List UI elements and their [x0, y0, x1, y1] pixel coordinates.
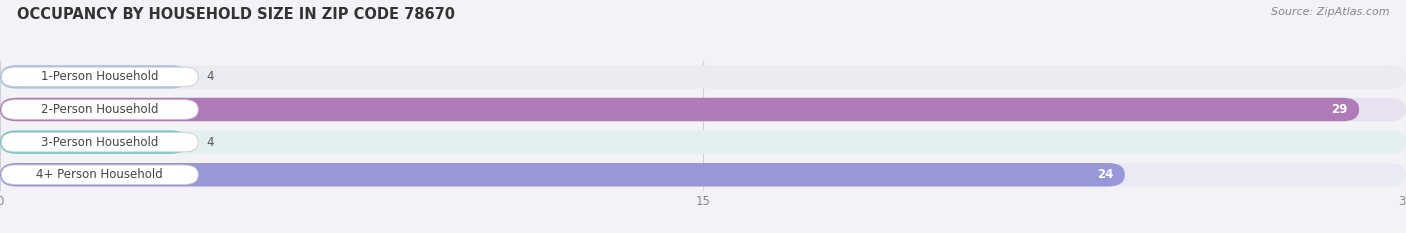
Text: OCCUPANCY BY HOUSEHOLD SIZE IN ZIP CODE 78670: OCCUPANCY BY HOUSEHOLD SIZE IN ZIP CODE … — [17, 7, 456, 22]
FancyBboxPatch shape — [0, 130, 187, 154]
FancyBboxPatch shape — [1, 67, 198, 87]
FancyBboxPatch shape — [1, 165, 198, 185]
FancyBboxPatch shape — [0, 163, 1125, 186]
Text: 4: 4 — [207, 136, 214, 149]
Text: 4+ Person Household: 4+ Person Household — [37, 168, 163, 181]
Text: Source: ZipAtlas.com: Source: ZipAtlas.com — [1271, 7, 1389, 17]
FancyBboxPatch shape — [0, 65, 1406, 89]
Text: 4: 4 — [207, 70, 214, 83]
FancyBboxPatch shape — [1, 100, 198, 119]
Text: 29: 29 — [1331, 103, 1347, 116]
Text: 3-Person Household: 3-Person Household — [41, 136, 159, 149]
Text: 1-Person Household: 1-Person Household — [41, 70, 159, 83]
FancyBboxPatch shape — [0, 130, 1406, 154]
Text: 24: 24 — [1097, 168, 1114, 181]
Text: 2-Person Household: 2-Person Household — [41, 103, 159, 116]
FancyBboxPatch shape — [0, 65, 187, 89]
FancyBboxPatch shape — [1, 132, 198, 152]
FancyBboxPatch shape — [0, 98, 1360, 121]
FancyBboxPatch shape — [0, 98, 1406, 121]
FancyBboxPatch shape — [0, 163, 1406, 186]
